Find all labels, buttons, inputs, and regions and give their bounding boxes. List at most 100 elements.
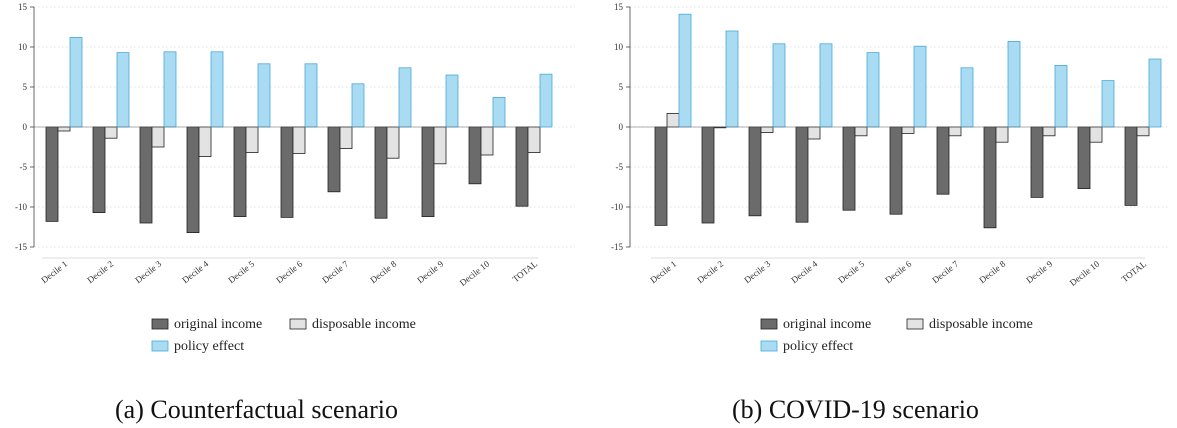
y-tick-label: -10 <box>15 202 27 212</box>
bar-disposable-income <box>480 126 494 156</box>
legend-swatch <box>760 318 778 330</box>
bar-disposable-income <box>760 126 774 133</box>
bar-policy-effect <box>351 83 365 128</box>
bar-original-income <box>983 126 997 229</box>
bar-policy-effect <box>960 67 974 128</box>
legend-swatch <box>151 340 169 352</box>
bar-policy-effect <box>304 63 318 128</box>
x-tick-label: Decile 9 <box>415 258 445 285</box>
bar-policy-effect <box>1148 58 1162 128</box>
y-tick-label: 5 <box>619 82 624 92</box>
bar-disposable-income <box>901 126 915 134</box>
bar-original-income <box>280 126 294 218</box>
bar-policy-effect <box>725 30 739 128</box>
x-tick-label: Decile 9 <box>1024 258 1054 285</box>
y-tick-label: 10 <box>18 42 28 52</box>
bar-original-income <box>936 126 950 195</box>
chart-panel-counterfactual: 15 10 5 0 -5 -10 -15 Decile 1 Decile 2 Decile 3 De… <box>15 2 575 424</box>
bar-original-income <box>92 126 106 213</box>
bar-policy-effect <box>539 73 553 128</box>
y-tick-label: 15 <box>18 2 28 12</box>
bar-original-income <box>1077 126 1091 189</box>
y-tick-label: -15 <box>15 242 27 252</box>
bar-disposable-income <box>198 126 212 158</box>
bar-policy-effect <box>69 37 83 128</box>
bar-disposable-income <box>854 126 868 137</box>
x-tick-label: Decile 7 <box>320 258 350 285</box>
x-tick-label: Decile 8 <box>977 258 1007 285</box>
bar-original-income <box>1124 126 1138 206</box>
figure-caption: (b) COVID-19 scenario <box>732 395 979 424</box>
legend-label: policy effect <box>783 339 853 354</box>
bar-policy-effect <box>866 52 880 128</box>
bar-disposable-income <box>57 126 71 132</box>
bar-disposable-income <box>948 126 962 137</box>
y-tick-label: -15 <box>611 242 623 252</box>
bar-original-income <box>889 126 903 215</box>
x-tick-label: Decile 5 <box>836 258 866 285</box>
bar-original-income <box>701 126 715 224</box>
bar-disposable-income <box>1042 126 1056 137</box>
bar-disposable-income <box>339 126 353 150</box>
bar-original-income <box>45 126 59 222</box>
y-tick-label: 10 <box>614 42 624 52</box>
bar-disposable-income <box>292 126 306 154</box>
x-tick-label: Decile 3 <box>133 258 163 285</box>
y-tick-label: 0 <box>619 122 624 132</box>
legend-label: original income <box>174 317 262 332</box>
bar-original-income <box>186 126 200 233</box>
bar-original-income <box>327 126 341 193</box>
x-tick-label: Decile 4 <box>789 258 819 285</box>
x-tick-label: TOTAL <box>1120 259 1149 284</box>
x-tick-label: Decile 3 <box>742 258 772 285</box>
bar-disposable-income <box>151 126 165 148</box>
x-tick-label: Decile 10 <box>458 258 492 288</box>
x-tick-label: Decile 7 <box>930 258 960 285</box>
bar-policy-effect <box>257 63 271 128</box>
y-tick-label: 5 <box>23 82 28 92</box>
x-tick-label: Decile 1 <box>39 259 69 285</box>
legend-swatch <box>906 318 924 330</box>
y-tick-label: -5 <box>616 162 624 172</box>
bar-disposable-income <box>807 126 821 140</box>
bar-policy-effect <box>678 13 692 128</box>
bar-policy-effect <box>772 43 786 128</box>
bar-original-income <box>795 126 809 223</box>
legend-label: disposable income <box>312 317 416 332</box>
bar-policy-effect <box>445 74 459 128</box>
bar-disposable-income <box>995 126 1009 143</box>
bar-disposable-income <box>386 126 400 159</box>
bar-policy-effect <box>116 52 130 128</box>
y-tick-label: -10 <box>611 202 623 212</box>
x-tick-label: Decile 4 <box>180 258 210 285</box>
x-tick-label: Decile 8 <box>368 258 398 285</box>
bar-original-income <box>515 126 529 207</box>
x-tick-label: Decile 6 <box>883 258 913 285</box>
y-tick-label: 15 <box>614 2 624 12</box>
bar-policy-effect <box>913 45 927 128</box>
bar-original-income <box>139 126 153 224</box>
legend-label: policy effect <box>174 339 244 354</box>
bar-disposable-income <box>666 113 680 128</box>
bar-disposable-income <box>527 126 541 154</box>
x-tick-label: Decile 2 <box>85 259 115 285</box>
x-tick-label: TOTAL <box>511 259 540 284</box>
x-tick-label: Decile 5 <box>226 258 256 285</box>
bar-disposable-income <box>245 126 259 154</box>
bar-policy-effect <box>492 97 506 128</box>
bar-disposable-income <box>433 126 447 165</box>
bar-policy-effect <box>1054 65 1068 128</box>
legend-swatch <box>760 340 778 352</box>
x-tick-label: Decile 6 <box>274 258 304 285</box>
bar-original-income <box>421 126 435 217</box>
legend-swatch <box>151 318 169 330</box>
figure-caption: (a) Counterfactual scenario <box>115 395 398 424</box>
bar-original-income <box>1030 126 1044 198</box>
bar-original-income <box>842 126 856 211</box>
bar-policy-effect <box>210 51 224 128</box>
legend-label: disposable income <box>929 317 1033 332</box>
legend-label: original income <box>783 317 871 332</box>
bar-policy-effect <box>398 67 412 128</box>
y-tick-label: 0 <box>23 122 28 132</box>
